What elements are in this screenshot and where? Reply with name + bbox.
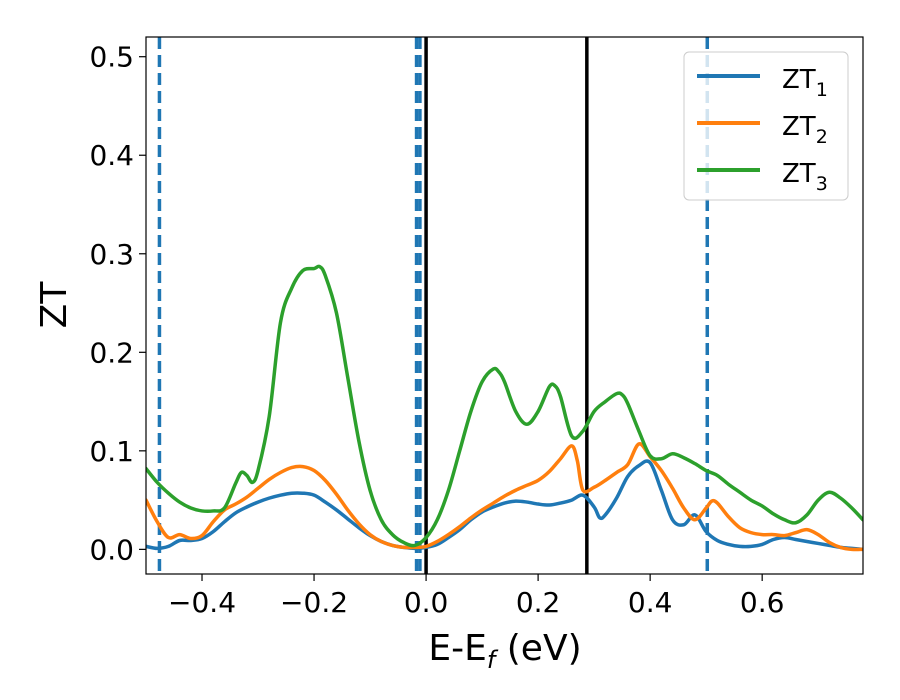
x-tick-label: −0.2 [280, 586, 348, 619]
x-axis: −0.4 −0.2 0.0 0.2 0.4 0.6 [168, 574, 784, 619]
legend-label-zt2: ZT2 [782, 112, 828, 148]
x-tick-label: 0.0 [404, 586, 449, 619]
vertical-lines [157, 37, 710, 574]
x-tick-label: −0.4 [168, 586, 236, 619]
y-tick-label: 0.1 [89, 435, 134, 468]
y-axis: 0.0 0.1 0.2 0.3 0.4 0.5 [89, 41, 146, 566]
series-line-zt3 [146, 264, 863, 548]
y-tick-label: 0.2 [89, 336, 134, 369]
x-tick-label: 0.2 [516, 586, 561, 619]
y-tick-label: 0.4 [89, 139, 134, 172]
y-axis-label: ZT [34, 281, 75, 329]
series-layer [146, 264, 863, 552]
x-tick-label: 0.4 [628, 586, 673, 619]
legend-label-zt1: ZT1 [782, 65, 828, 101]
series-line-zt1 [146, 459, 863, 552]
legend-box [683, 51, 849, 201]
y-tick-label: 0.3 [89, 238, 134, 271]
x-tick-label: 0.6 [740, 586, 785, 619]
y-tick-label: 0.0 [89, 533, 134, 566]
plot-frame [145, 36, 864, 575]
legend: ZT1 ZT2 ZT3 [683, 51, 849, 201]
legend-label-zt3: ZT3 [782, 159, 828, 195]
y-tick-label: 0.5 [89, 41, 134, 74]
x-axis-label: E-Ef (eV) [428, 628, 581, 674]
series-line-zt2 [146, 442, 863, 552]
